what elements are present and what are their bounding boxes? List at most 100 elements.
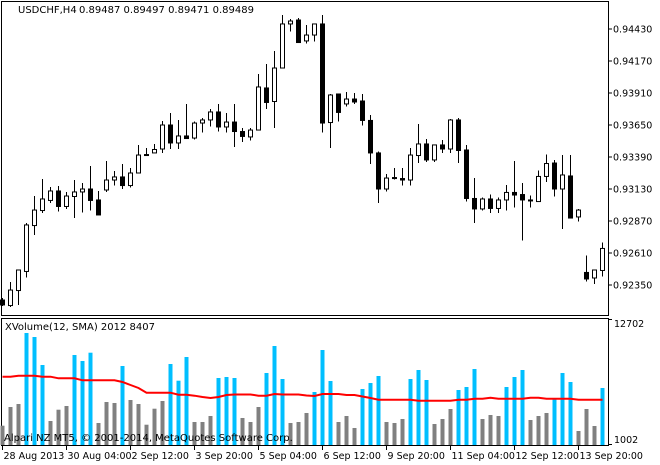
volume-bar (304, 412, 309, 445)
candle (0, 298, 5, 307)
candle-body-bull (304, 34, 309, 42)
candle-body-bear (352, 98, 357, 103)
candle-body-bear (360, 100, 365, 121)
candle (288, 19, 293, 32)
volume-bar (48, 420, 53, 445)
candle-body-bull (64, 195, 69, 207)
volume-panel[interactable] (1, 318, 609, 446)
volume-bar (96, 422, 101, 445)
candle (40, 179, 45, 213)
volume-bar (312, 392, 317, 445)
candle (160, 120, 165, 153)
candle-body-bear (552, 162, 557, 190)
time-axis[interactable]: 28 Aug 2013 30 Aug 04:00 2 Sep 12:00 3 Sep … (2, 445, 643, 462)
candle-body-bull (256, 86, 261, 131)
candle (280, 14, 285, 69)
volume-bar (120, 365, 125, 445)
candle (408, 148, 413, 186)
candle-body-bull (432, 144, 437, 161)
candle-body-bull (288, 20, 293, 25)
candle-body-bull (536, 175, 541, 203)
candle-body-bull (104, 179, 109, 191)
volume-bar (544, 412, 549, 445)
price-panel[interactable] (1, 1, 609, 316)
sma-line (2, 374, 603, 402)
volume-bar (384, 422, 389, 445)
candle (80, 182, 85, 213)
time-label: 9 Sep 20:00 (388, 451, 445, 462)
candle (120, 164, 125, 189)
candle-body-bull (592, 269, 597, 279)
candle (480, 197, 485, 211)
volume-bar (440, 419, 445, 445)
price-label: 0.94170 (613, 57, 652, 68)
volume-bar (80, 360, 85, 445)
candle (248, 127, 253, 141)
candle (344, 92, 349, 107)
candle (552, 159, 557, 197)
candle (320, 14, 325, 133)
volume-bars-layer (0, 332, 605, 445)
time-label: 3 Sep 20:00 (196, 451, 253, 462)
candle-body-bull (504, 191, 509, 201)
candle (136, 144, 141, 174)
candle (208, 109, 213, 127)
candle-body-bear (488, 198, 493, 209)
volume-bar (40, 365, 45, 445)
candle-body-bear (56, 190, 61, 207)
candle-body-bear (392, 177, 397, 180)
volume-bar (488, 415, 493, 445)
volume-bar (568, 382, 573, 445)
candle (328, 93, 333, 149)
volume-bar (328, 380, 333, 445)
volume-bar (256, 407, 261, 445)
candle-body-bear (240, 131, 245, 137)
volume-bar (280, 379, 285, 445)
candle (392, 167, 397, 180)
volume-bar (400, 419, 405, 445)
candle (536, 170, 541, 203)
candle (576, 208, 581, 222)
volume-axis[interactable]: 12702 1002 (608, 319, 644, 446)
candle (296, 18, 301, 44)
volume-bar (344, 415, 349, 445)
volume-bar (368, 382, 373, 445)
candle (336, 93, 341, 122)
volume-bar (560, 372, 565, 445)
volume-bar (248, 422, 253, 445)
candle (528, 195, 533, 208)
candle-body-bear (184, 135, 189, 140)
candle-body-bull (200, 119, 205, 124)
candle (232, 103, 237, 148)
candle-body-bull (448, 119, 453, 150)
candle-body-bull (384, 177, 389, 190)
candle (520, 182, 525, 241)
volume-bar (512, 377, 517, 445)
candle (368, 115, 373, 165)
candle (144, 148, 149, 157)
candle (424, 139, 429, 163)
candle-body-bear (0, 299, 5, 306)
volume-bar (584, 409, 589, 445)
symbol-label: USDCHF,H4 (18, 5, 77, 16)
volume-bar (16, 404, 21, 445)
volume-bar (112, 402, 117, 445)
price-axis[interactable]: 0.94430 0.94170 0.93910 0.93650 0.93390 0.931… (608, 25, 652, 292)
candle (256, 74, 261, 131)
candle (592, 269, 597, 285)
time-label: 2 Sep 12:00 (132, 451, 189, 462)
volume-bar (352, 427, 357, 445)
candle (504, 184, 509, 211)
volume-bar (456, 390, 461, 445)
candle-body-bear (96, 199, 101, 216)
candle (112, 171, 117, 186)
volume-bar (160, 400, 165, 445)
candle-body-bull (496, 199, 501, 209)
candle (8, 282, 13, 308)
candle (376, 151, 381, 204)
candle (168, 112, 173, 149)
candle-body-bear (368, 119, 373, 154)
copyright-text: Alpari NZ MT5, © 2001-2014, MetaQuotes S… (4, 433, 293, 444)
candle-body-bear (168, 124, 173, 144)
